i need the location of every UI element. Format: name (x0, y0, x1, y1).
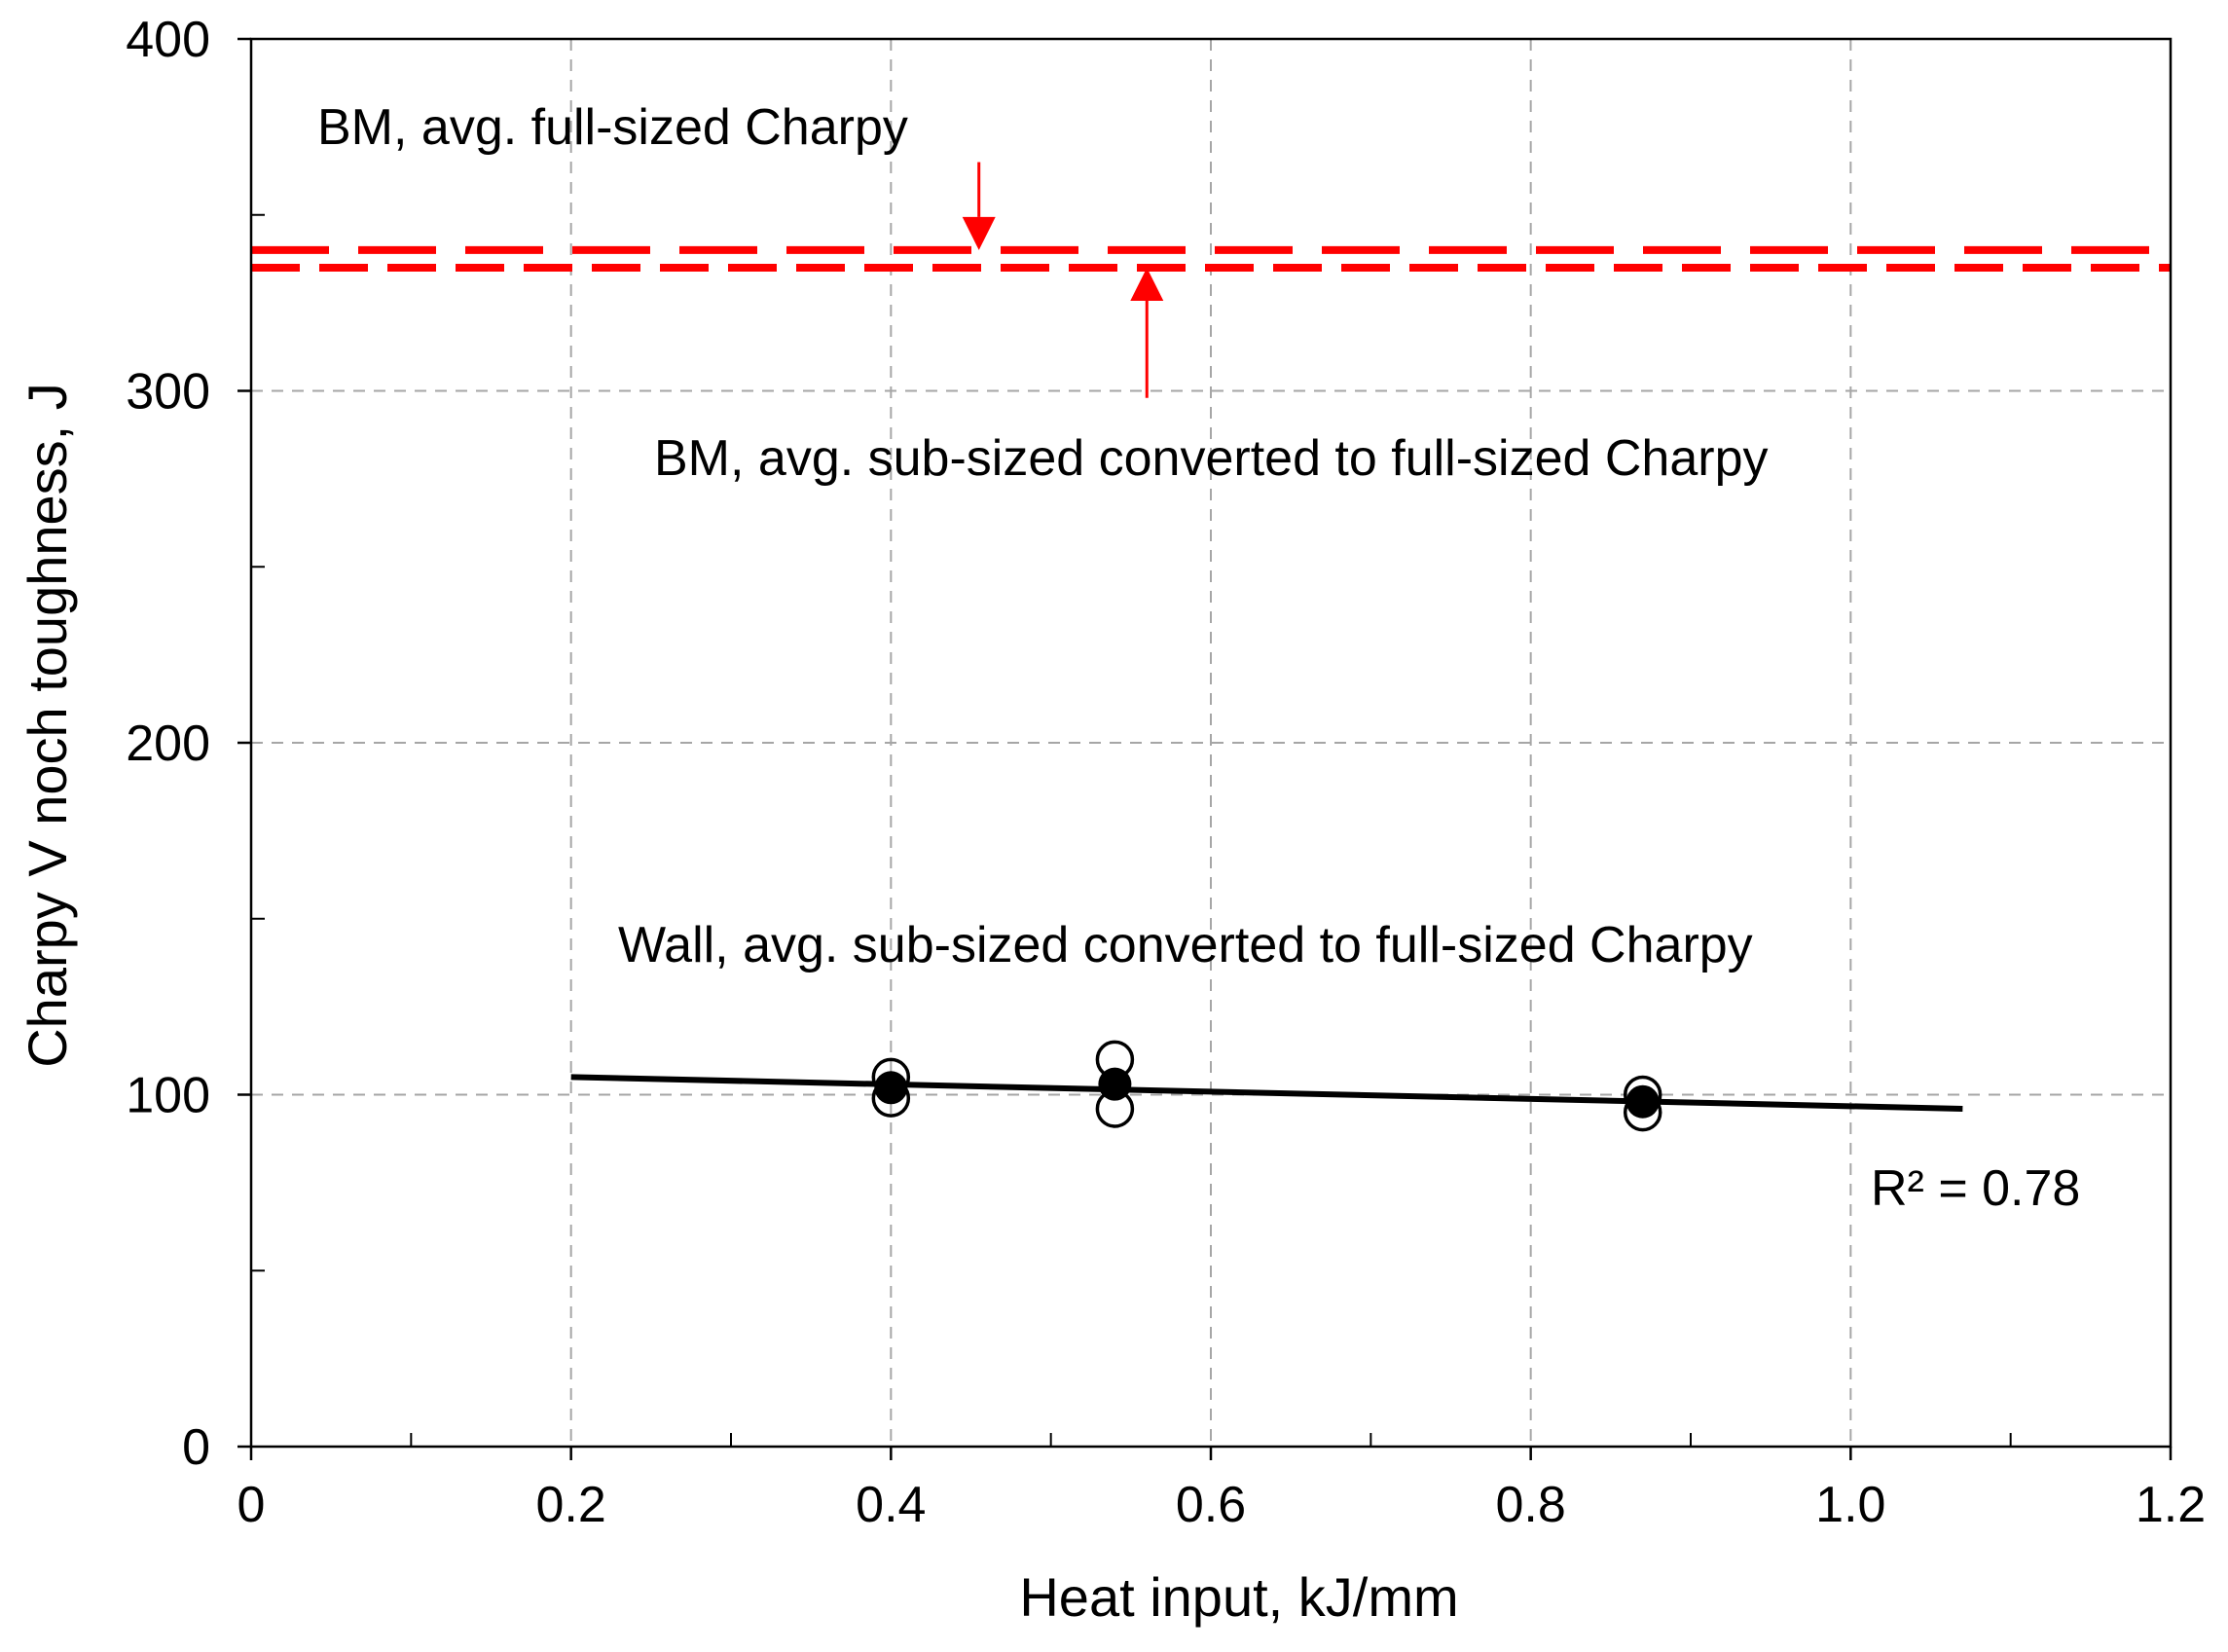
x-tick-label: 1.2 (2136, 1477, 2206, 1533)
x-tick-label: 0.8 (1496, 1477, 1566, 1533)
trendline-line (570, 1074, 1963, 1112)
y-tick-label: 400 (126, 12, 210, 68)
filled-circle-point (874, 1071, 908, 1105)
annotation-wall-sub-sized: Wall, avg. sub-sized converted to full-s… (618, 917, 1753, 973)
data-points (871, 1040, 1662, 1132)
filled-circle-point (1098, 1067, 1132, 1101)
y-axis-title: Charpy V noch toughness, J (17, 383, 78, 1068)
annotation-arrows (962, 162, 1164, 398)
annotation-bm-sub-sized: BM, avg. sub-sized converted to full-siz… (654, 430, 1769, 487)
tick-labels: 0 0.2 0.4 0.6 0.8 1.0 1.2 0 100 200 300 400 (126, 12, 2206, 1533)
x-tick-label: 0 (237, 1477, 266, 1533)
y-tick-label: 100 (126, 1068, 210, 1124)
y-tick-label: 0 (182, 1419, 210, 1476)
r-squared-label: R² = 0.78 (1871, 1160, 2080, 1217)
filled-circle-point (1625, 1084, 1660, 1119)
x-tick-label: 1.0 (1815, 1477, 1885, 1533)
x-tick-label: 0.6 (1176, 1477, 1246, 1533)
annotation-arrow-head (962, 216, 996, 250)
x-tick-label: 0.2 (536, 1477, 606, 1533)
annotation-arrow-head (1130, 267, 1164, 301)
axes (237, 37, 2173, 1460)
trendline (570, 1074, 1963, 1112)
reference-lines (251, 245, 2171, 272)
y-tick-label: 200 (126, 716, 210, 772)
y-tick-label: 300 (126, 364, 210, 421)
gridlines (251, 39, 2171, 1447)
annotation-bm-full-sized: BM, avg. full-sized Charpy (317, 99, 908, 156)
x-tick-label: 0.4 (856, 1477, 926, 1533)
x-axis-title: Heat input, kJ/mm (1019, 1566, 1458, 1628)
